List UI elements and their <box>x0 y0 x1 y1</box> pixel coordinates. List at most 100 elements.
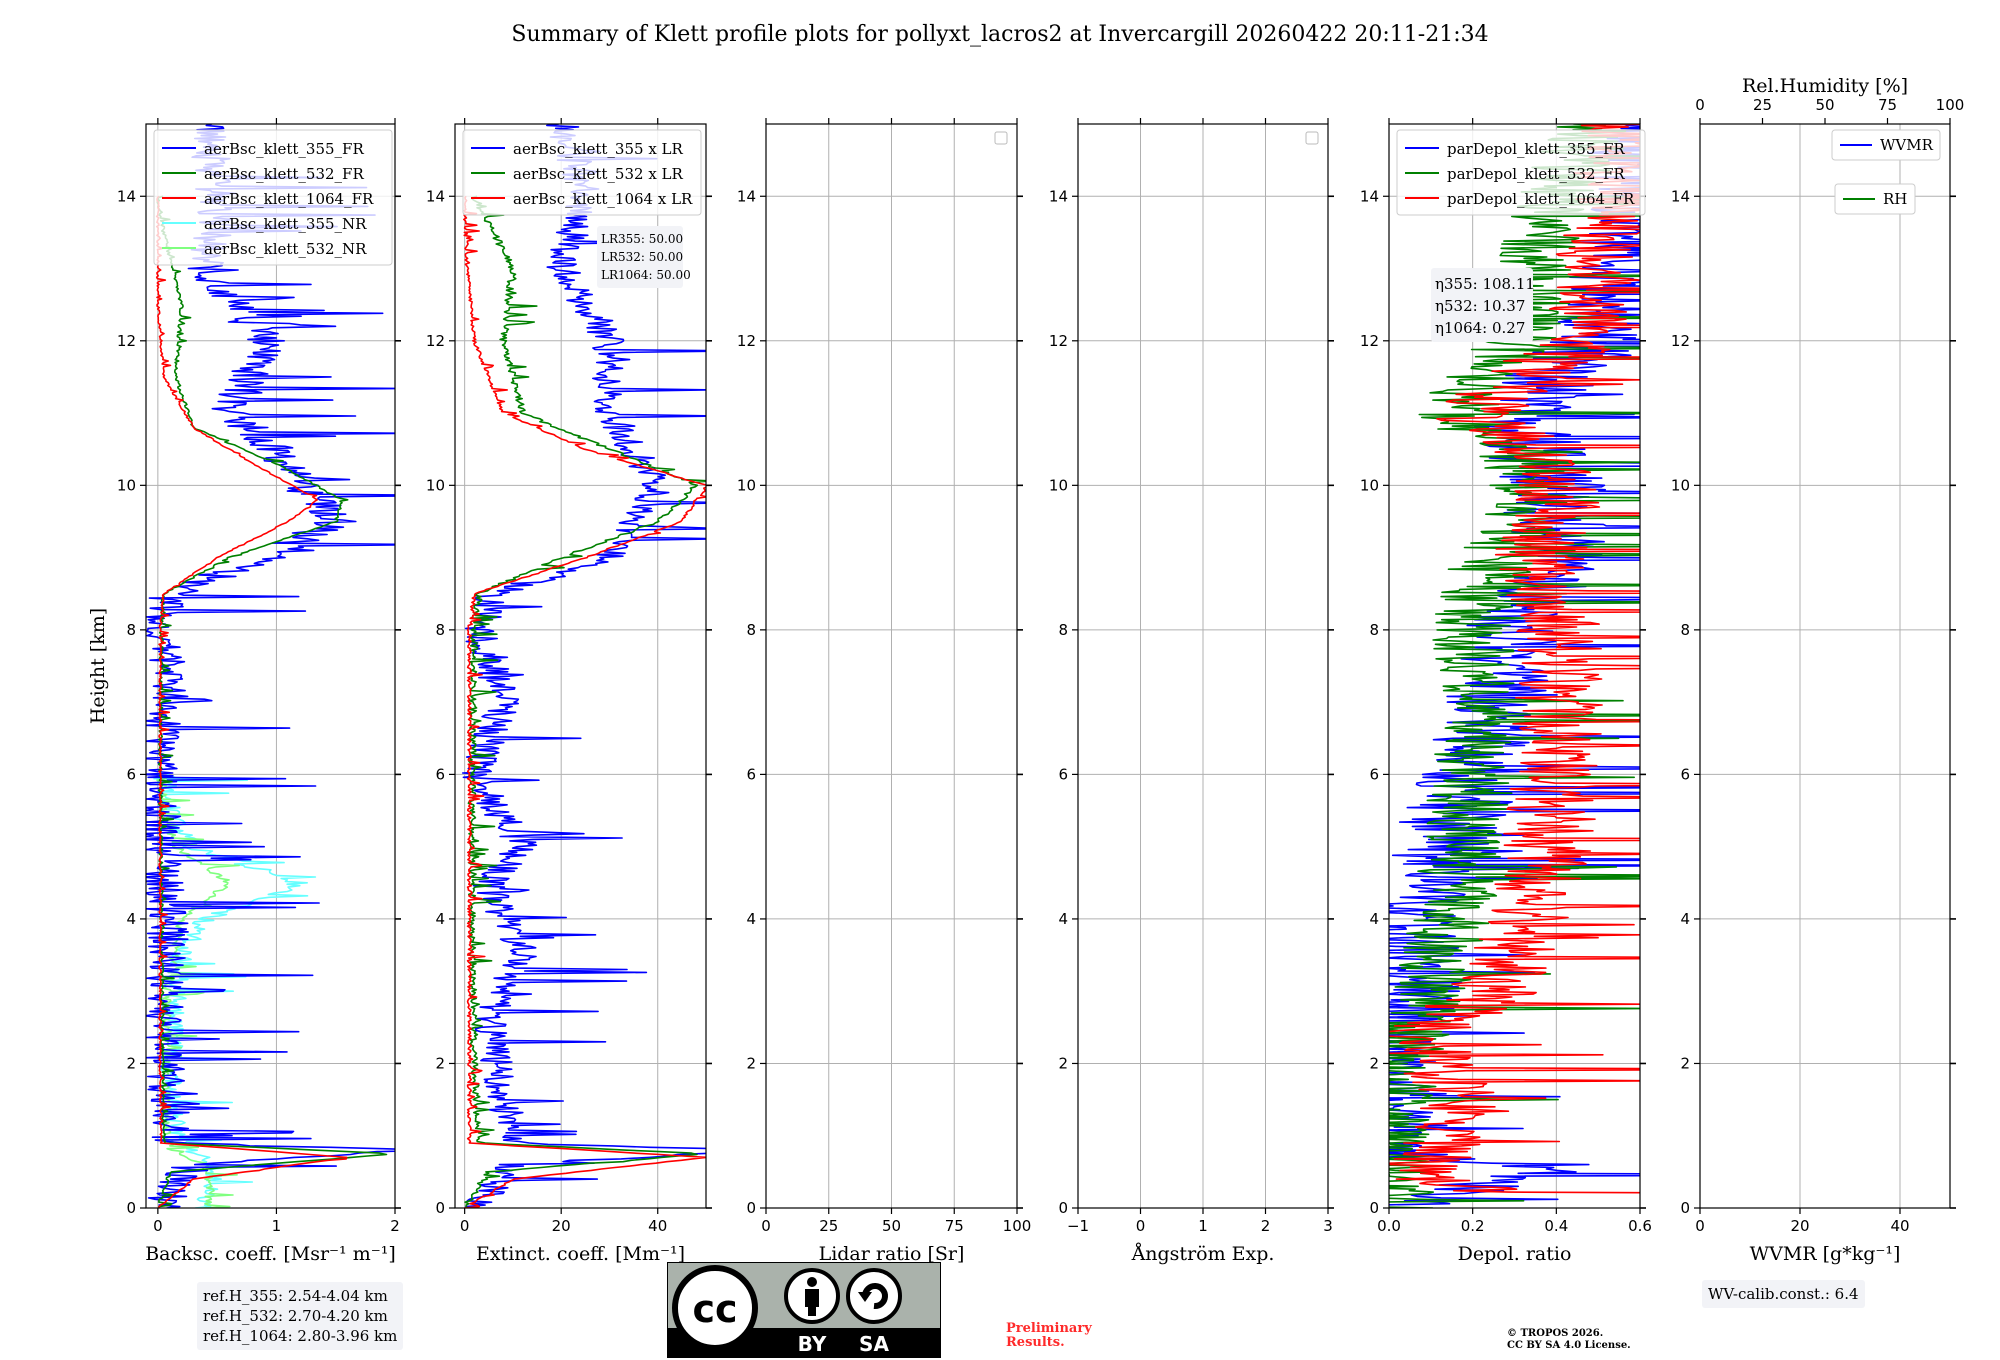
sa-share-alike-icon <box>846 1268 902 1324</box>
top-x-tick-label: 0 <box>1695 96 1705 114</box>
annotation-box <box>1431 268 1533 342</box>
legend-label: aerBsc_klett_355_NR <box>204 215 367 233</box>
y-tick-label: 6 <box>1369 765 1379 783</box>
y-tick-label: 12 <box>426 332 445 350</box>
y-tick-label: 8 <box>746 621 756 639</box>
preliminary-line-2: Results. <box>1006 1335 1065 1350</box>
x-tick-label: 50 <box>882 1217 901 1235</box>
y-tick-label: 6 <box>746 765 756 783</box>
y-tick-label: 4 <box>435 910 445 928</box>
y-tick-label: 10 <box>737 476 756 494</box>
y-tick-label: 12 <box>117 332 136 350</box>
y-tick-label: 2 <box>1680 1054 1690 1072</box>
x-tick-label: 0.0 <box>1377 1217 1401 1235</box>
x-axis-label: Extinct. coeff. [Mm⁻¹] <box>476 1243 685 1265</box>
y-tick-label: 4 <box>1058 910 1068 928</box>
y-tick-label: 14 <box>1049 187 1068 205</box>
series-line-aerBsc_klett_355_FR <box>146 124 395 1208</box>
y-tick-label: 14 <box>737 187 756 205</box>
y-tick-label: 0 <box>746 1199 756 1217</box>
top-x-tick-label: 75 <box>1878 96 1897 114</box>
panel-data-backscatter <box>146 124 395 1208</box>
legend-label: aerBsc_klett_532_NR <box>204 240 367 258</box>
y-tick-label: 6 <box>126 765 136 783</box>
x-tick-label: 20 <box>552 1217 571 1235</box>
y-tick-label: 12 <box>1671 332 1690 350</box>
x-tick-label: 40 <box>648 1217 667 1235</box>
annotation-text: η532: 10.37 <box>1435 297 1525 315</box>
wv-calibration-box: WV-calib.const.: 6.4 <box>1702 1280 1865 1308</box>
y-tick-label: 6 <box>435 765 445 783</box>
y-tick-label: 8 <box>1369 621 1379 639</box>
by-label: BY <box>798 1332 827 1356</box>
y-tick-label: 2 <box>435 1054 445 1072</box>
y-tick-label: 0 <box>435 1199 445 1217</box>
top-x-axis-label: Rel.Humidity [%] <box>1742 75 1908 97</box>
series-line-aerBsc_klett_532_FR <box>156 195 388 1208</box>
x-axis-label: Depol. ratio <box>1458 1243 1572 1265</box>
legend-label: parDepol_klett_1064_FR <box>1447 190 1635 208</box>
y-tick-label: 14 <box>426 187 445 205</box>
x-tick-label: 0.2 <box>1461 1217 1485 1235</box>
y-axis-label: Height [km] <box>87 608 109 724</box>
legend-label: aerBsc_klett_355 x LR <box>513 140 684 158</box>
cc-by-sa-license-badge: cc BY SA <box>667 1262 941 1358</box>
y-tick-label: 8 <box>435 621 445 639</box>
y-tick-label: 0 <box>1369 1199 1379 1217</box>
annotation-text: η355: 108.11 <box>1435 275 1535 293</box>
legend-label: WVMR <box>1880 136 1934 154</box>
annotation-text: LR1064: 50.00 <box>601 268 691 282</box>
y-tick-label: 10 <box>1360 476 1379 494</box>
legend-label: parDepol_klett_355_FR <box>1447 140 1625 158</box>
y-tick-label: 12 <box>1360 332 1379 350</box>
y-tick-label: 4 <box>1369 910 1379 928</box>
x-tick-label: 1 <box>272 1217 282 1235</box>
y-tick-label: 0 <box>1680 1199 1690 1217</box>
x-tick-label: 0 <box>1136 1217 1146 1235</box>
ref-height-355: ref.H_355: 2.54-4.04 km <box>203 1287 388 1305</box>
x-tick-label: 75 <box>945 1217 964 1235</box>
legend-item-RH: RH <box>1834 183 1916 215</box>
y-tick-label: 6 <box>1680 765 1690 783</box>
y-tick-label: 8 <box>1058 621 1068 639</box>
annotation-text: LR532: 50.00 <box>601 250 683 264</box>
sa-label: SA <box>859 1332 889 1356</box>
ref-height-1064: ref.H_1064: 2.80-3.96 km <box>203 1327 398 1345</box>
x-tick-label: 3 <box>1323 1217 1333 1235</box>
series-line-aerBsc_klett_355_NR <box>153 773 317 1208</box>
x-axis-label: Ångström Exp. <box>1131 1243 1275 1265</box>
x-tick-label: 0 <box>1695 1217 1705 1235</box>
legend-item-WVMR: WVMR <box>1831 129 1941 161</box>
y-tick-label: 2 <box>1058 1054 1068 1072</box>
preliminary-line-1: Preliminary <box>1006 1321 1092 1336</box>
series-line-aerBsc_klett_532_NR <box>156 773 240 1208</box>
y-tick-label: 4 <box>126 910 136 928</box>
x-tick-label: 100 <box>1003 1217 1032 1235</box>
y-tick-label: 10 <box>117 476 136 494</box>
legend-label: parDepol_klett_532_FR <box>1447 165 1625 183</box>
y-tick-label: 10 <box>1049 476 1068 494</box>
axes-frame <box>1388 123 1641 1209</box>
y-tick-label: 10 <box>1671 476 1690 494</box>
annotation-text: LR355: 50.00 <box>601 232 683 246</box>
figure-title: Summary of Klett profile plots for polly… <box>511 22 1489 47</box>
copyright-note: © TROPOS 2026. CC BY SA 4.0 License. <box>1507 1328 1631 1352</box>
empty-legend-box <box>994 131 1008 145</box>
panel-data-extinction <box>461 124 706 1208</box>
x-tick-label: 0.6 <box>1628 1217 1652 1235</box>
x-tick-label: 25 <box>819 1217 838 1235</box>
y-tick-label: 0 <box>126 1199 136 1217</box>
x-tick-label: 20 <box>1790 1217 1809 1235</box>
x-tick-label: 1 <box>1198 1217 1208 1235</box>
annotation-text: η1064: 0.27 <box>1435 319 1525 337</box>
x-axis-label: Backsc. coeff. [Msr⁻¹ m⁻¹] <box>145 1243 396 1265</box>
y-tick-label: 12 <box>1049 332 1068 350</box>
legend-label: aerBsc_klett_1064 x LR <box>513 190 693 208</box>
y-tick-label: 2 <box>126 1054 136 1072</box>
y-tick-label: 0 <box>1058 1199 1068 1217</box>
x-tick-label: 2 <box>390 1217 400 1235</box>
x-axis-label: Lidar ratio [Sr] <box>819 1243 965 1265</box>
y-tick-label: 6 <box>1058 765 1068 783</box>
reference-height-box: ref.H_355: 2.54-4.04 km ref.H_532: 2.70-… <box>197 1282 404 1350</box>
